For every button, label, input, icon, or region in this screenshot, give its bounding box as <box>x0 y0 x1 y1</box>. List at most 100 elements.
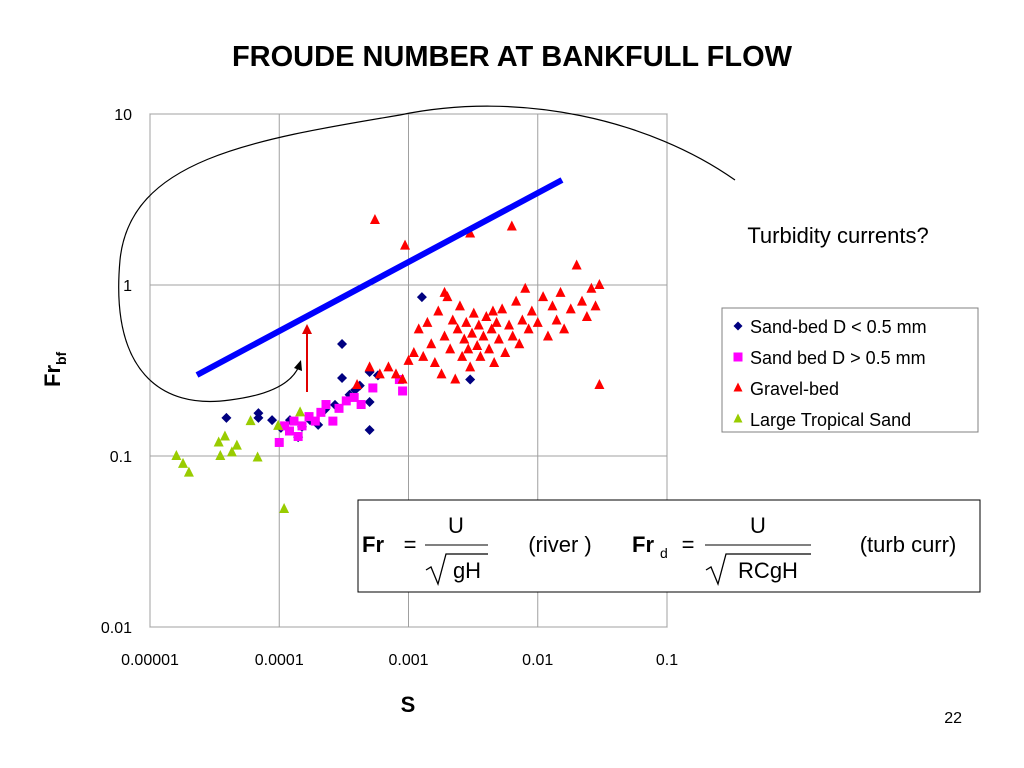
x-axis-label: S <box>401 692 416 717</box>
point <box>586 282 597 293</box>
legend-items: Sand-bed D < 0.5 mm Sand bed D > 0.5 mm Gr… <box>733 317 927 430</box>
point <box>349 392 359 402</box>
point <box>577 295 588 306</box>
point <box>310 416 320 426</box>
point <box>219 430 230 441</box>
point <box>511 295 522 306</box>
data-marks <box>171 213 605 513</box>
y-axis-label-sub: bf <box>53 351 69 365</box>
formula-eq: = <box>682 532 695 557</box>
point <box>571 259 582 270</box>
point <box>486 323 497 334</box>
formula-eq: = <box>404 532 417 557</box>
point <box>461 316 472 327</box>
formula-note: (turb curr) <box>860 532 957 557</box>
point <box>581 310 592 321</box>
page-number: 22 <box>944 710 962 727</box>
point <box>289 416 299 426</box>
point <box>215 450 226 460</box>
formula-num: U <box>448 513 464 538</box>
point <box>398 386 408 396</box>
point <box>465 374 476 385</box>
point <box>279 502 290 513</box>
sqrt-sign <box>705 553 811 587</box>
point <box>422 316 433 327</box>
point <box>284 426 294 436</box>
loop-curve <box>118 105 736 402</box>
point <box>450 373 461 384</box>
point <box>526 305 537 316</box>
y-tick-label: 1 <box>123 278 132 295</box>
chart-title: FROUDE NUMBER AT BANKFULL FLOW <box>232 41 793 73</box>
point <box>426 338 437 349</box>
point <box>356 400 366 410</box>
point <box>487 305 498 316</box>
point <box>565 303 576 314</box>
formula-sub: d <box>660 545 668 561</box>
point <box>472 339 483 350</box>
legend-marker <box>733 352 743 362</box>
point <box>293 432 303 442</box>
x-tick-label: 0.0001 <box>255 652 304 669</box>
formula-num: U <box>750 513 766 538</box>
point <box>383 361 394 372</box>
x-tick-label: 0.1 <box>656 652 678 669</box>
point <box>390 368 401 379</box>
point <box>594 279 605 289</box>
point <box>364 361 375 372</box>
loop-arrowhead <box>294 360 302 371</box>
point <box>267 415 278 426</box>
point <box>213 436 224 447</box>
legend-label: Gravel-bed <box>750 379 839 399</box>
point <box>468 307 479 318</box>
point <box>316 407 326 417</box>
point <box>517 314 528 325</box>
legend-label: Large Tropical Sand <box>750 410 911 430</box>
point <box>245 415 256 426</box>
point <box>465 227 476 238</box>
point <box>520 282 531 293</box>
point <box>297 421 307 431</box>
point <box>459 333 470 344</box>
point <box>253 412 264 423</box>
point <box>368 383 378 393</box>
point <box>364 396 375 407</box>
point <box>507 330 518 341</box>
y-axis-label-main: Fr <box>40 365 65 387</box>
point <box>369 213 380 224</box>
point <box>481 310 492 321</box>
point <box>171 450 182 460</box>
point <box>542 330 553 341</box>
point <box>439 286 450 297</box>
point <box>514 338 525 349</box>
red-arrowhead <box>302 324 312 334</box>
point <box>341 396 351 406</box>
point <box>226 446 237 457</box>
y-tick-label: 10 <box>114 107 132 124</box>
formula-note: (river ) <box>528 532 592 557</box>
point <box>429 356 440 367</box>
legend <box>721 307 979 433</box>
point <box>457 350 468 361</box>
point <box>321 400 331 410</box>
point <box>532 316 543 327</box>
legend-marker <box>733 382 743 392</box>
point <box>465 361 476 372</box>
point <box>463 343 474 354</box>
point <box>328 416 338 426</box>
point <box>478 330 489 341</box>
point <box>489 356 500 367</box>
point <box>352 379 363 390</box>
point <box>473 319 484 330</box>
point <box>364 424 375 435</box>
point <box>274 437 284 447</box>
point <box>497 303 508 314</box>
point <box>374 368 385 379</box>
formula-box <box>357 499 981 593</box>
formula-lhs: Fr <box>632 532 654 557</box>
trend-line <box>195 177 564 378</box>
point <box>445 343 456 354</box>
point <box>436 368 447 379</box>
point <box>555 286 566 297</box>
